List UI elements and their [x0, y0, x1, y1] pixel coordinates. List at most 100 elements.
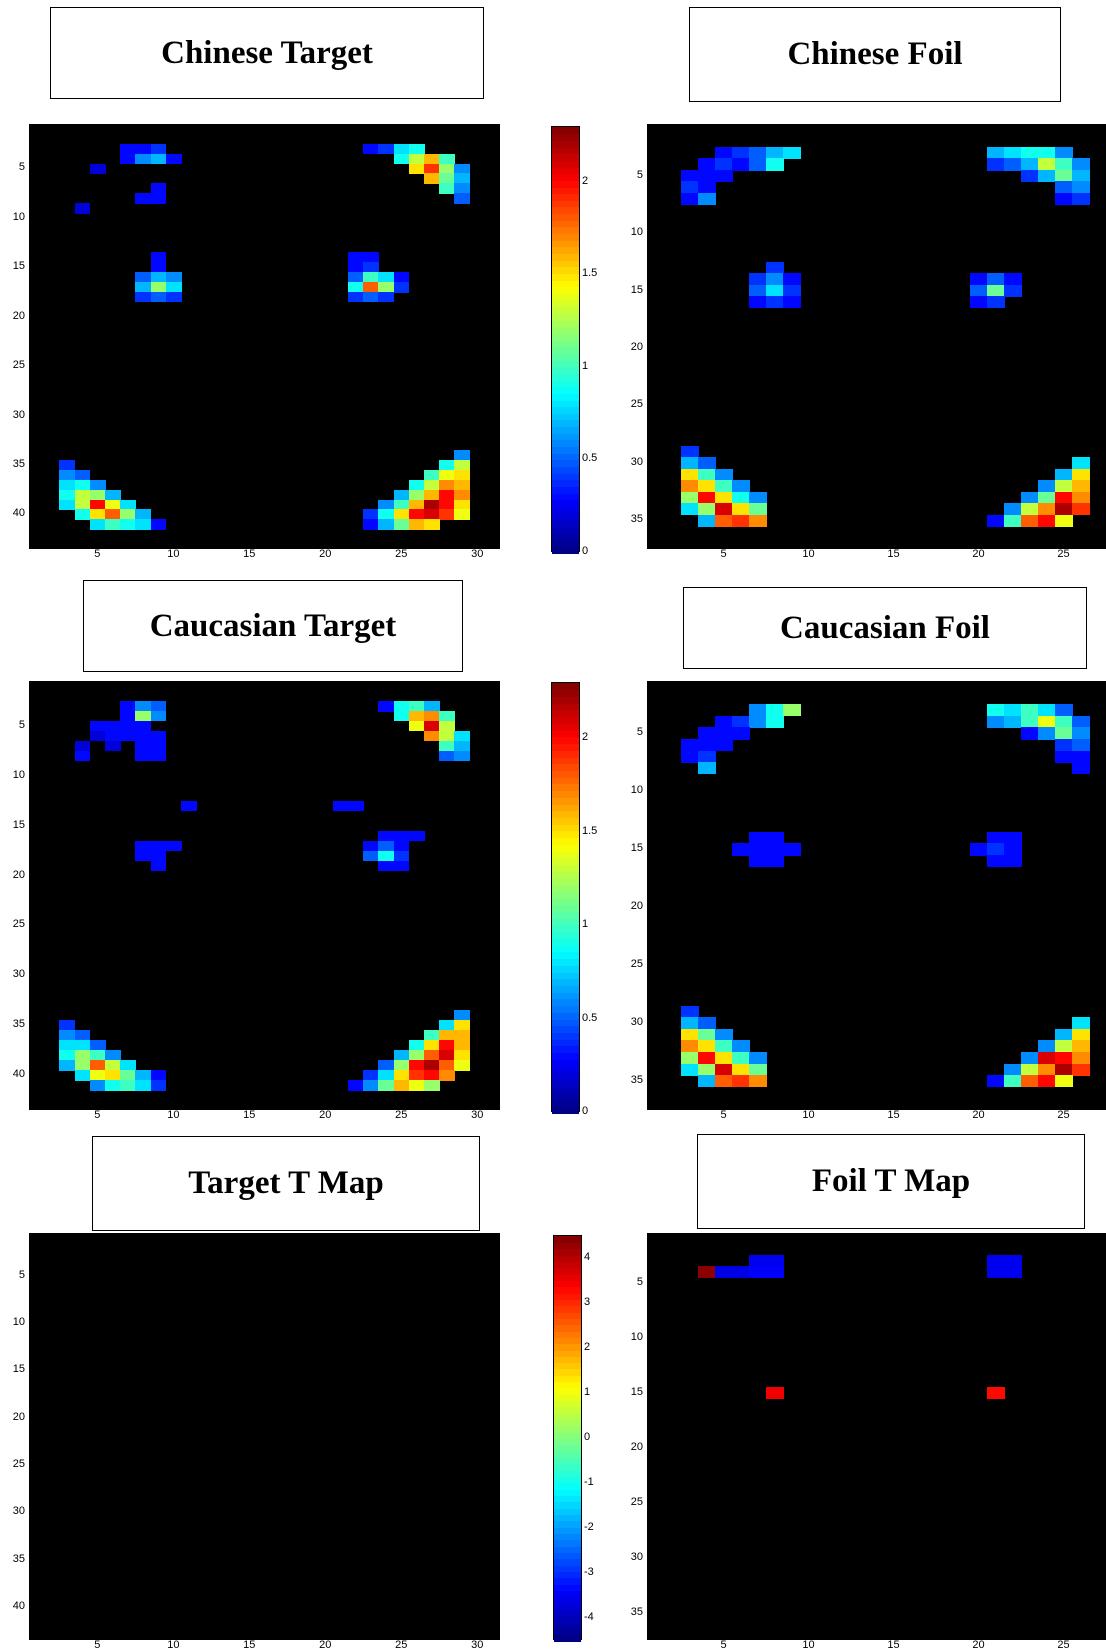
heatmap-cell — [454, 499, 471, 511]
heatmap-cell — [1055, 503, 1073, 516]
heatmap-cell — [104, 489, 121, 501]
colorbar-segment — [552, 293, 579, 301]
colorbar-segment — [552, 479, 579, 488]
y-tick-label: 5 — [18, 161, 25, 174]
y-tick-label: 15 — [12, 260, 25, 273]
heatmap-cell — [378, 860, 395, 872]
colorbar-segment — [552, 871, 579, 879]
colorbar-segment — [552, 1039, 579, 1047]
y-tick-label: 25 — [12, 1457, 25, 1470]
colorbar-segment — [552, 366, 579, 374]
colorbar-segment — [554, 1489, 581, 1497]
heatmap-cell — [332, 800, 349, 812]
heatmap-cell — [393, 1080, 410, 1091]
y-tick-label: 30 — [630, 455, 643, 468]
heatmap-cell — [1021, 704, 1039, 717]
heatmap-caucasian-target — [29, 681, 500, 1110]
colorbar-segment — [552, 696, 579, 704]
title-caucasian-target: Caucasian Target — [83, 580, 463, 672]
heatmap-cell — [732, 1063, 750, 1076]
y-tick-label: 25 — [630, 398, 643, 411]
colorbar-segment — [554, 1330, 581, 1338]
x-tick-label: 25 — [1057, 1639, 1070, 1651]
colorbar-segment — [552, 1072, 579, 1080]
heatmap-cell — [393, 282, 410, 293]
title-chinese-foil: Chinese Foil — [689, 7, 1061, 102]
heatmap-cell — [1055, 704, 1073, 717]
heatmap-cell — [378, 519, 395, 530]
heatmap-cell — [135, 1070, 152, 1081]
colorbar-segment — [552, 810, 579, 818]
heatmap-cell — [732, 491, 750, 504]
y-tick-label: 10 — [12, 1315, 25, 1328]
heatmap-cell — [1055, 146, 1073, 160]
heatmap-cell — [408, 509, 425, 520]
heatmap-cell — [749, 1052, 767, 1065]
heatmap-cell — [749, 1255, 767, 1267]
colorbar-tick-label: 3 — [584, 1295, 591, 1308]
heatmap-cell — [987, 854, 1005, 868]
x-tick-label: 20 — [972, 548, 985, 560]
colorbar-segment — [552, 280, 579, 288]
colorbar-segment — [552, 453, 579, 461]
colorbar-segment — [552, 180, 579, 188]
colorbar-segment — [554, 1318, 581, 1326]
heatmap-cell — [363, 840, 380, 852]
colorbar-tick-label: 1 — [582, 359, 589, 372]
heatmap-cell — [393, 1050, 410, 1061]
colorbar-segment — [552, 1059, 579, 1067]
colorbar-segment — [552, 1099, 579, 1107]
heatmap-cell — [408, 163, 425, 174]
y-tick-label: 10 — [12, 768, 25, 781]
colorbar-segment — [552, 519, 579, 527]
heatmap-cell — [89, 479, 106, 491]
heatmap-cell — [378, 840, 395, 852]
colorbar-segment — [552, 1025, 579, 1033]
colorbar-segment — [552, 992, 579, 1000]
colorbar-segment — [554, 1362, 581, 1370]
heatmap-cell — [1055, 715, 1073, 728]
colorbar-segment — [552, 938, 579, 946]
heatmap-cell — [393, 143, 410, 155]
heatmap-cell — [749, 1063, 767, 1076]
heatmap-cell — [104, 519, 121, 530]
heatmap-cell — [766, 273, 784, 286]
colorbar-segment — [552, 965, 579, 973]
colorbar-segment — [554, 1349, 581, 1357]
colorbar-segment — [554, 1432, 581, 1440]
heatmap-cell — [378, 1060, 395, 1071]
heatmap-cell — [1072, 1028, 1090, 1042]
heatmap-cell — [439, 720, 455, 732]
heatmap-cell — [681, 181, 699, 194]
heatmap-cell — [439, 1070, 455, 1081]
x-tick-label: 25 — [1057, 1109, 1070, 1121]
heatmap-cell — [970, 843, 988, 856]
colorbar-segment — [554, 1337, 581, 1345]
colorbar-segment — [552, 689, 579, 698]
y-tick-label: 35 — [12, 1552, 25, 1565]
heatmap-cell — [74, 203, 91, 214]
heatmap-cell — [378, 509, 395, 520]
heatmap-cell — [698, 169, 716, 183]
heatmap-cell — [681, 468, 699, 481]
heatmap-cell — [987, 715, 1005, 728]
y-tick-label: 30 — [12, 968, 25, 981]
colorbar-segment — [552, 797, 579, 805]
x-tick-label: 15 — [243, 1109, 256, 1121]
y-tick-label: 20 — [12, 1410, 25, 1423]
heatmap-cell — [1072, 457, 1090, 470]
heatmap-cell — [698, 457, 716, 470]
heatmap-cell — [766, 831, 784, 844]
heatmap-cell — [59, 460, 76, 471]
colorbar-segment — [552, 133, 579, 141]
y-tick-label: 25 — [12, 918, 25, 931]
heatmap-cell — [120, 143, 136, 155]
heatmap-cell — [1038, 704, 1056, 717]
heatmap-cell — [749, 1266, 767, 1278]
heatmap-cell — [970, 296, 988, 309]
heatmap-cell — [749, 284, 767, 297]
heatmap-cell — [681, 1063, 699, 1076]
colorbar-segment — [552, 763, 579, 771]
heatmap-cell — [424, 479, 440, 491]
heatmap-cell — [987, 1266, 1005, 1278]
